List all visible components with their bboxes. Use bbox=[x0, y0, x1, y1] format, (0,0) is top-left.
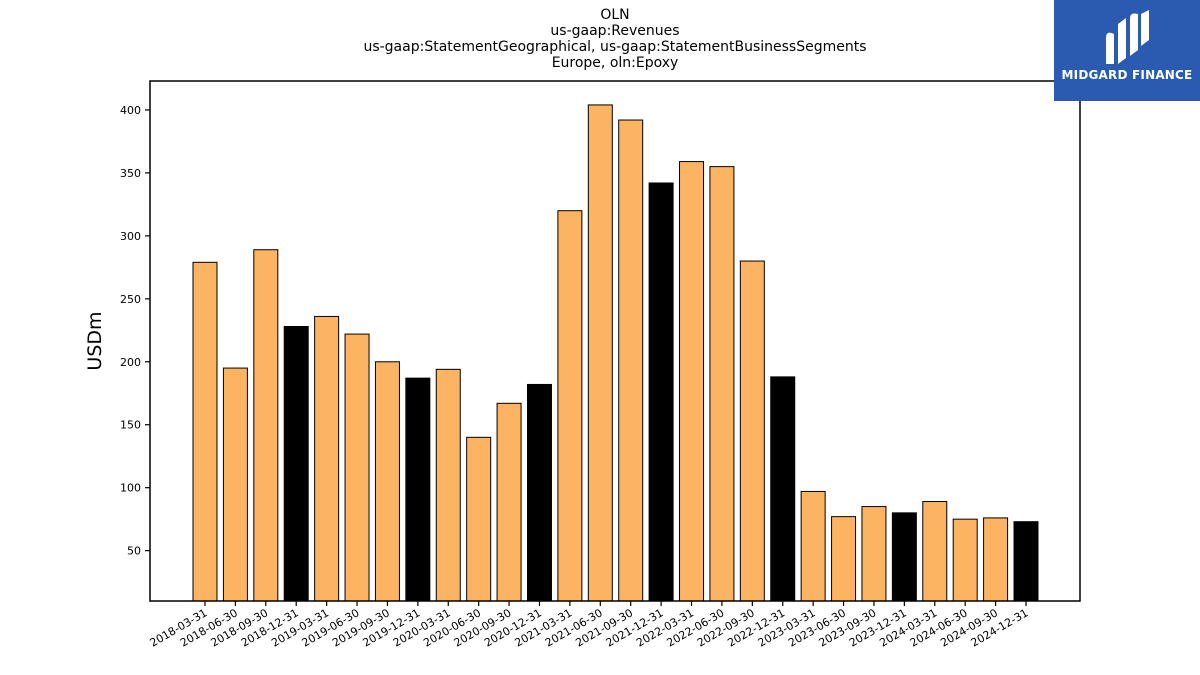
bar-2018-03-31 bbox=[192, 261, 218, 602]
y-tick-label-350: 350 bbox=[120, 167, 141, 180]
bar-2020-09-30 bbox=[496, 402, 522, 602]
y-tick-label-300: 300 bbox=[120, 230, 141, 243]
bar-2019-06-30 bbox=[344, 333, 370, 602]
midgard-finance-logo: MIDGARD FINANCE bbox=[1054, 0, 1200, 101]
bar-2018-12-31 bbox=[283, 326, 309, 602]
logo-brand-text: MIDGARD FINANCE bbox=[1061, 68, 1193, 82]
y-tick-label-250: 250 bbox=[120, 293, 141, 306]
bar-2023-09-30 bbox=[861, 506, 887, 602]
bar-2021-06-30 bbox=[587, 104, 613, 602]
bar-2020-06-30 bbox=[466, 436, 492, 602]
bar-2019-03-31 bbox=[314, 315, 340, 602]
y-tick-label-150: 150 bbox=[120, 419, 141, 432]
bar-2024-12-31 bbox=[1013, 521, 1039, 602]
bar-2022-09-30 bbox=[739, 260, 765, 602]
bar-2019-12-31 bbox=[405, 377, 431, 602]
chart-title-line-metric: us-gaap:Revenues bbox=[550, 23, 680, 39]
bar-2022-06-30 bbox=[709, 166, 735, 602]
bar-2022-12-31 bbox=[770, 376, 796, 602]
bar-2018-06-30 bbox=[222, 367, 248, 602]
bar-2024-03-31 bbox=[922, 501, 948, 602]
bar-2019-09-30 bbox=[374, 361, 400, 602]
plot-frame bbox=[149, 80, 1081, 602]
bar-2018-09-30 bbox=[253, 249, 279, 602]
chart-title-line-ticker: OLN bbox=[600, 7, 630, 23]
y-tick-label-400: 400 bbox=[120, 104, 141, 117]
midgard-logo-icon bbox=[1106, 10, 1149, 64]
bar-2021-03-31 bbox=[557, 210, 583, 602]
y-axis-label: USDm bbox=[84, 311, 106, 370]
bar-2023-12-31 bbox=[891, 512, 917, 602]
chart-title-line-axes: us-gaap:StatementGeographical, us-gaap:S… bbox=[363, 39, 867, 55]
chart-title-line-members: Europe, oln:Epoxy bbox=[551, 55, 679, 71]
y-tick-label-200: 200 bbox=[120, 356, 141, 369]
bar-2020-03-31 bbox=[435, 368, 461, 602]
bar-2021-12-31 bbox=[648, 182, 674, 602]
bar-2023-06-30 bbox=[831, 516, 857, 602]
y-tick-label-100: 100 bbox=[120, 482, 141, 495]
bar-2022-03-31 bbox=[679, 161, 705, 602]
bar-2024-09-30 bbox=[983, 517, 1009, 602]
bar-2020-12-31 bbox=[526, 383, 552, 602]
bar-2023-03-31 bbox=[800, 490, 826, 602]
y-tick-label-50: 50 bbox=[127, 545, 141, 558]
bar-2024-06-30 bbox=[952, 518, 978, 602]
bar-2021-09-30 bbox=[618, 119, 644, 602]
